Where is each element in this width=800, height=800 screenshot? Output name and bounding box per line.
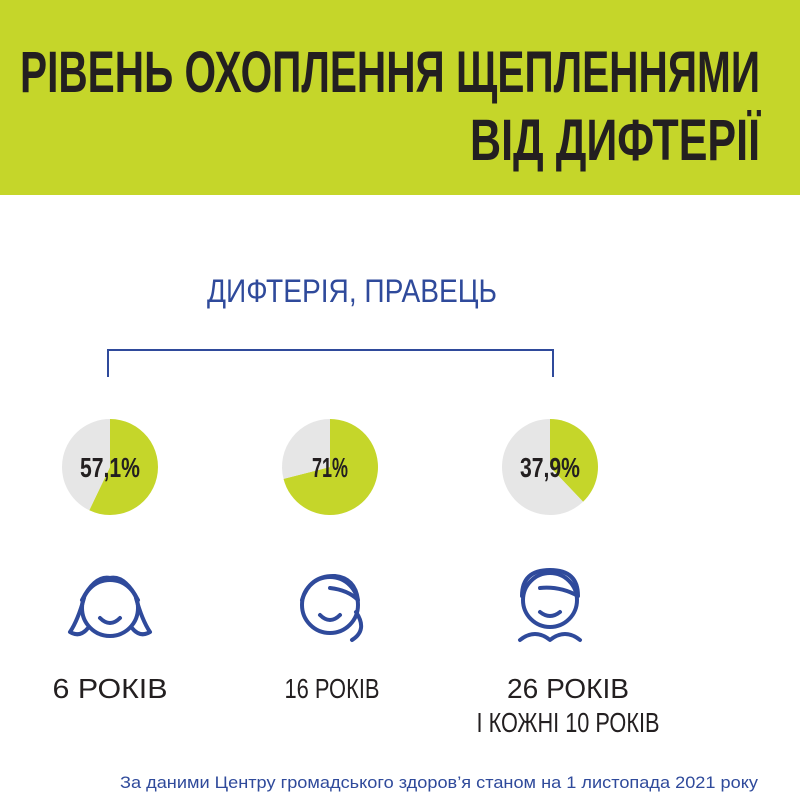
title-line: ВІД ДИФТЕРІЇ — [470, 108, 761, 173]
age-caption: 16 РОКІВ — [285, 673, 380, 704]
source-note: За даними Центру громадського здоров’я с… — [120, 773, 759, 792]
subtitle: ДИФТЕРІЯ, ПРАВЕЦЬ — [207, 273, 497, 309]
teen-icon — [300, 573, 364, 642]
pie-slice — [282, 419, 330, 479]
value-label: 37,9% — [520, 452, 580, 483]
adult-icon — [518, 568, 582, 642]
pie-slice — [502, 419, 584, 515]
age-caption: 26 РОКІВ — [507, 673, 629, 704]
value-label: 71% — [312, 452, 348, 483]
pie-slice — [283, 419, 378, 515]
title-line: РІВЕНЬ ОХОПЛЕННЯ ЩЕПЛЕННЯМИ — [20, 40, 760, 105]
value-label: 57,1% — [80, 452, 140, 483]
girl-icon — [68, 575, 152, 638]
pie-slice — [550, 419, 599, 502]
bracket — [107, 349, 554, 377]
pie-slice — [61, 419, 110, 511]
header-band — [0, 0, 800, 195]
pie-slice — [89, 419, 158, 516]
age-caption: І КОЖНІ 10 РОКІВ — [477, 707, 660, 738]
age-caption: 6 РОКІВ — [53, 673, 168, 704]
